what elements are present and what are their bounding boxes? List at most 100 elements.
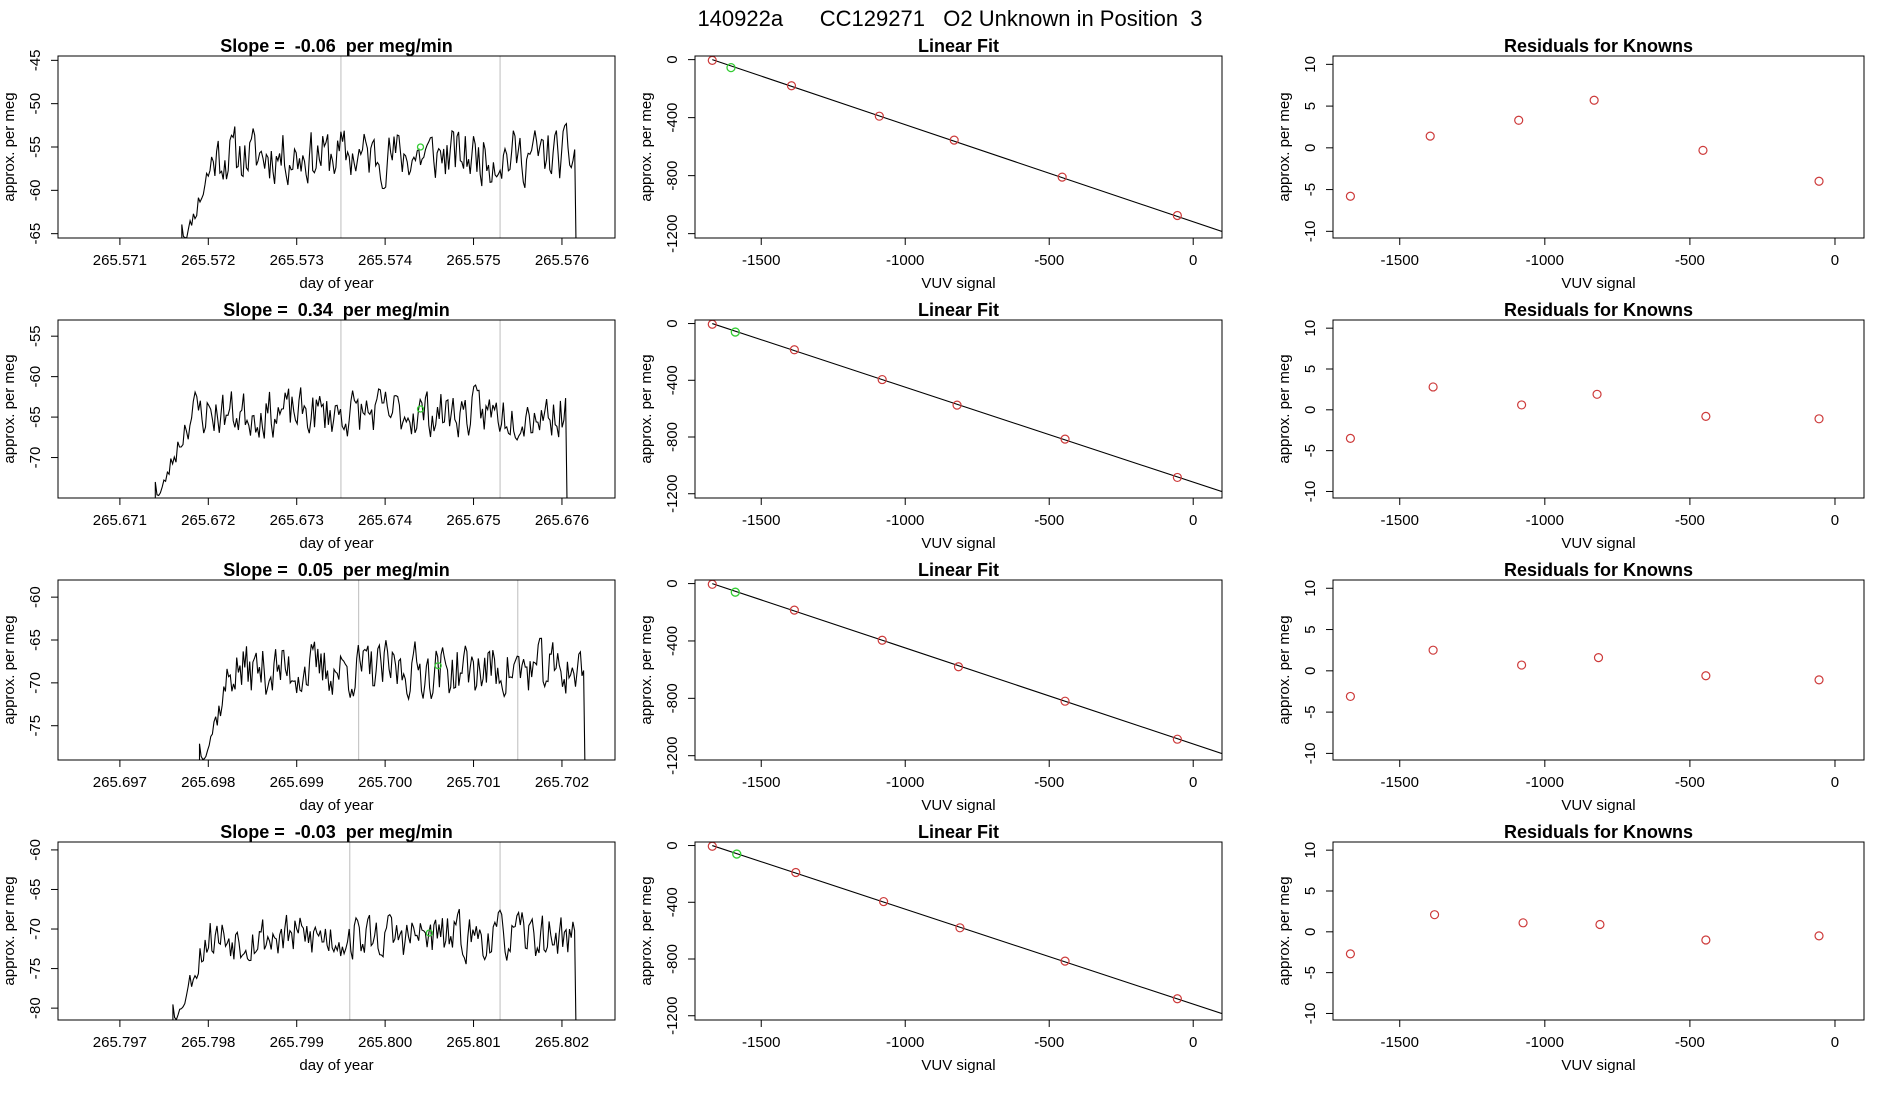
y-tick-label: 0 xyxy=(1302,928,1319,936)
series-line xyxy=(181,122,577,238)
panel-residuals: Residuals for Knowns VUV signal approx. pe… xyxy=(1276,300,1865,552)
x-tick-label: -1500 xyxy=(1381,252,1419,269)
x-tick-label: -500 xyxy=(1675,512,1705,529)
unknown-point xyxy=(416,143,425,151)
x-tick-label: -1000 xyxy=(1526,1034,1564,1051)
x-tick-label: -1500 xyxy=(1381,1034,1419,1051)
residual-point xyxy=(1514,115,1524,125)
panel-linear-fit: Linear Fit VUV signal approx. per meg -1500… xyxy=(638,36,1223,292)
x-tick-label: 265.574 xyxy=(358,252,412,269)
panel-residuals: Residuals for Knowns VUV signal approx. pe… xyxy=(1276,36,1865,292)
plot-area xyxy=(198,580,586,760)
y-tick-label: 5 xyxy=(1302,102,1319,110)
y-axis-label: approx. per meg xyxy=(1276,876,1293,985)
x-tick-label: -1500 xyxy=(742,1034,780,1051)
panel-timeseries: Slope = -0.06 per meg/min day of year appr… xyxy=(1,36,616,292)
x-tick-label: 265.797 xyxy=(93,1034,147,1051)
y-tick-label: 0 xyxy=(664,579,681,587)
known-point xyxy=(953,662,964,672)
y-tick-label: -5 xyxy=(1302,705,1319,718)
x-axis-label: VUV signal xyxy=(921,535,995,552)
x-tick-label: 0 xyxy=(1831,512,1839,529)
x-tick-label: 265.800 xyxy=(358,1034,412,1051)
known-point xyxy=(786,81,797,91)
x-tick-label: 0 xyxy=(1831,252,1839,269)
y-tick-label: 5 xyxy=(1302,625,1319,633)
x-tick-label: 265.673 xyxy=(270,512,324,529)
residual-point xyxy=(1592,389,1602,399)
residual-point xyxy=(1517,660,1527,670)
plot-frame xyxy=(694,579,1223,761)
x-tick-label: -500 xyxy=(1034,512,1064,529)
known-point xyxy=(877,635,887,645)
x-tick-label: -1000 xyxy=(1526,252,1564,269)
chart-title: Linear Fit xyxy=(918,300,999,320)
x-tick-label: 0 xyxy=(1189,512,1197,529)
x-tick-label: 265.698 xyxy=(181,774,235,791)
panel-timeseries: Slope = -0.03 per meg/min day of year appr… xyxy=(1,822,616,1074)
residual-point xyxy=(1701,671,1711,681)
residual-point xyxy=(1428,645,1438,655)
y-tick-label: -10 xyxy=(1302,220,1319,242)
x-axis-label: VUV signal xyxy=(921,275,995,292)
x-tick-label: 265.702 xyxy=(535,774,589,791)
known-point xyxy=(879,896,889,907)
y-tick-label: 10 xyxy=(1302,580,1319,597)
unknown-point xyxy=(425,929,433,937)
plot-frame xyxy=(694,319,1223,499)
x-tick-label: 265.573 xyxy=(270,252,324,269)
x-tick-label: 265.672 xyxy=(181,512,235,529)
y-tick-label: -5 xyxy=(1302,966,1319,979)
y-tick-label: -65 xyxy=(27,629,44,651)
y-axis-label: approx. per meg xyxy=(1276,354,1293,463)
x-tick-label: -500 xyxy=(1675,252,1705,269)
known-point xyxy=(1060,696,1070,706)
x-tick-label: -1500 xyxy=(742,774,780,791)
chart-title: Linear Fit xyxy=(918,822,999,842)
series-line xyxy=(172,908,577,1020)
y-tick-label: 0 xyxy=(664,55,681,63)
y-tick-label: -75 xyxy=(27,715,44,737)
y-tick-label: -400 xyxy=(664,887,681,917)
x-tick-label: 265.571 xyxy=(93,252,147,269)
panel-residuals: Residuals for Knowns VUV signal approx. pe… xyxy=(1276,560,1865,814)
x-axis-label: VUV signal xyxy=(1561,535,1635,552)
y-axis-label: approx. per meg xyxy=(1276,92,1293,201)
x-tick-label: -1000 xyxy=(886,774,924,791)
residual-point xyxy=(1814,931,1824,941)
y-tick-label: -55 xyxy=(27,136,44,158)
known-point xyxy=(791,867,801,878)
known-point xyxy=(1172,472,1182,483)
panel-timeseries: Slope = 0.34 per meg/min day of year appro… xyxy=(1,300,616,552)
residual-point xyxy=(1428,382,1438,392)
y-axis-label: approx. per meg xyxy=(638,876,655,985)
residual-point xyxy=(1701,935,1711,945)
y-axis-label: approx. per meg xyxy=(638,92,655,201)
x-tick-label: -1500 xyxy=(742,512,780,529)
x-tick-label: 265.676 xyxy=(535,512,589,529)
residual-point xyxy=(1814,176,1824,186)
x-tick-label: -1000 xyxy=(1526,774,1564,791)
residual-point xyxy=(1425,131,1435,141)
residual-point xyxy=(1814,675,1824,685)
chart-title: Slope = 0.34 per meg/min xyxy=(223,300,450,320)
y-tick-label: -800 xyxy=(664,422,681,452)
y-axis-label: approx. per meg xyxy=(638,615,655,724)
residual-point xyxy=(1593,653,1604,663)
x-tick-label: 265.572 xyxy=(181,252,235,269)
x-tick-label: 265.575 xyxy=(446,252,500,269)
y-tick-label: -1200 xyxy=(664,997,681,1035)
unknown-point xyxy=(434,662,442,670)
x-tick-label: 0 xyxy=(1831,1034,1839,1051)
plot-area xyxy=(707,56,1222,232)
known-point xyxy=(949,135,959,145)
fit-line xyxy=(712,583,1222,755)
x-tick-label: -1000 xyxy=(886,1034,924,1051)
plot-area xyxy=(707,320,1222,493)
y-tick-label: -55 xyxy=(27,325,44,347)
residual-point xyxy=(1429,910,1440,920)
y-tick-label: -800 xyxy=(664,944,681,974)
residual-point xyxy=(1589,95,1599,105)
y-tick-label: -70 xyxy=(27,672,44,694)
